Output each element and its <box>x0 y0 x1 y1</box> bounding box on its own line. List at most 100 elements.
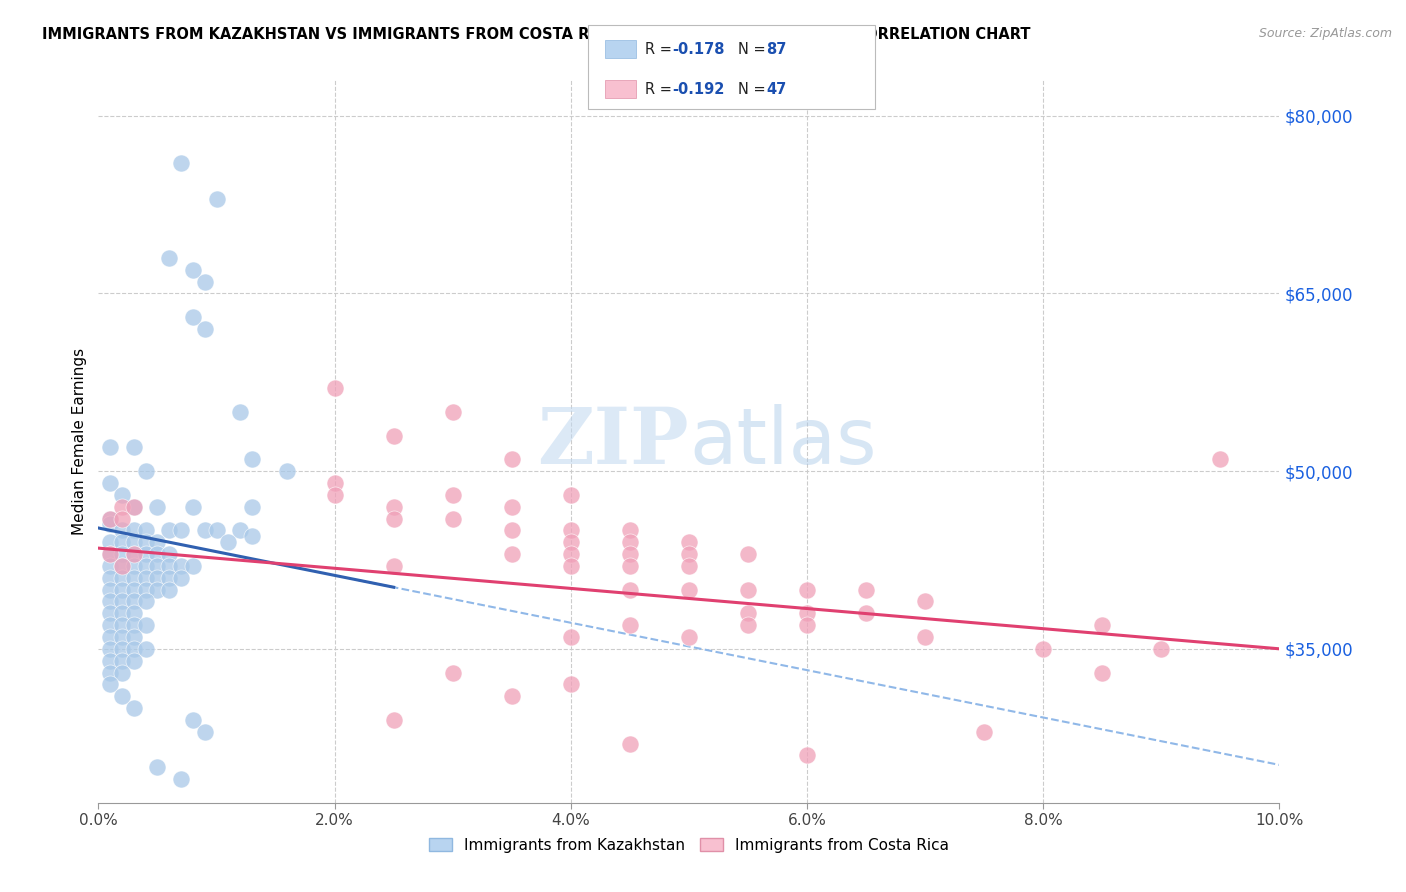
Point <box>619 524 641 538</box>
Point <box>122 524 145 538</box>
Point <box>135 524 157 538</box>
Legend: Immigrants from Kazakhstan, Immigrants from Costa Rica: Immigrants from Kazakhstan, Immigrants f… <box>423 831 955 859</box>
Point <box>122 654 145 668</box>
Text: Source: ZipAtlas.com: Source: ZipAtlas.com <box>1258 27 1392 40</box>
Point <box>678 535 700 549</box>
Point <box>796 748 818 763</box>
Text: N =: N = <box>738 82 770 97</box>
Point <box>382 500 405 514</box>
Point <box>122 618 145 632</box>
Point <box>181 713 204 727</box>
Point <box>619 547 641 561</box>
Point <box>98 535 121 549</box>
Point <box>98 677 121 691</box>
Point <box>98 511 121 525</box>
Point <box>560 488 582 502</box>
Point <box>276 464 298 478</box>
Point <box>441 405 464 419</box>
Point <box>98 571 121 585</box>
Point <box>973 724 995 739</box>
Point <box>122 594 145 608</box>
Text: 47: 47 <box>766 82 786 97</box>
Point <box>181 500 204 514</box>
Point <box>98 641 121 656</box>
Point <box>111 582 134 597</box>
Text: N =: N = <box>738 42 770 57</box>
Point <box>855 607 877 621</box>
Point <box>98 517 121 532</box>
Point <box>98 511 121 525</box>
Point <box>323 475 346 490</box>
Point <box>98 475 121 490</box>
Point <box>1091 618 1114 632</box>
Point <box>98 441 121 455</box>
Point <box>229 405 252 419</box>
Point <box>135 464 157 478</box>
Point <box>501 524 523 538</box>
Point <box>111 524 134 538</box>
Point <box>170 524 193 538</box>
Point <box>737 618 759 632</box>
Point <box>737 582 759 597</box>
Point <box>796 618 818 632</box>
Point <box>796 607 818 621</box>
Point <box>855 582 877 597</box>
Point <box>157 524 180 538</box>
Point <box>194 724 217 739</box>
Point <box>914 594 936 608</box>
Point <box>678 558 700 573</box>
Point <box>146 558 169 573</box>
Point <box>111 607 134 621</box>
Text: 87: 87 <box>766 42 786 57</box>
Point <box>737 607 759 621</box>
Point <box>240 500 263 514</box>
Point <box>146 535 169 549</box>
Point <box>217 535 239 549</box>
Point <box>122 571 145 585</box>
Point <box>229 524 252 538</box>
Point <box>111 654 134 668</box>
Point <box>122 500 145 514</box>
Point <box>441 511 464 525</box>
Point <box>560 535 582 549</box>
Point <box>914 630 936 644</box>
Point <box>619 558 641 573</box>
Point <box>111 641 134 656</box>
Point <box>501 689 523 703</box>
Point <box>111 511 134 525</box>
Point <box>678 630 700 644</box>
Text: atlas: atlas <box>689 403 876 480</box>
Point <box>1091 665 1114 680</box>
Point <box>98 607 121 621</box>
Point <box>194 275 217 289</box>
Point <box>135 618 157 632</box>
Point <box>122 441 145 455</box>
Point <box>135 594 157 608</box>
Point <box>146 582 169 597</box>
Point <box>122 701 145 715</box>
Point <box>98 594 121 608</box>
Text: -0.192: -0.192 <box>672 82 724 97</box>
Point <box>146 547 169 561</box>
Text: R =: R = <box>645 42 676 57</box>
Point <box>560 630 582 644</box>
Point <box>205 524 228 538</box>
Point <box>382 511 405 525</box>
Point <box>111 689 134 703</box>
Point <box>501 500 523 514</box>
Point <box>678 547 700 561</box>
Point <box>560 677 582 691</box>
Point <box>135 535 157 549</box>
Point <box>122 535 145 549</box>
Point <box>737 547 759 561</box>
Point <box>111 547 134 561</box>
Point <box>135 558 157 573</box>
Point <box>111 535 134 549</box>
Point <box>122 547 145 561</box>
Point <box>98 547 121 561</box>
Point <box>98 558 121 573</box>
Point <box>135 641 157 656</box>
Point <box>170 156 193 170</box>
Point <box>501 452 523 467</box>
Point <box>111 558 134 573</box>
